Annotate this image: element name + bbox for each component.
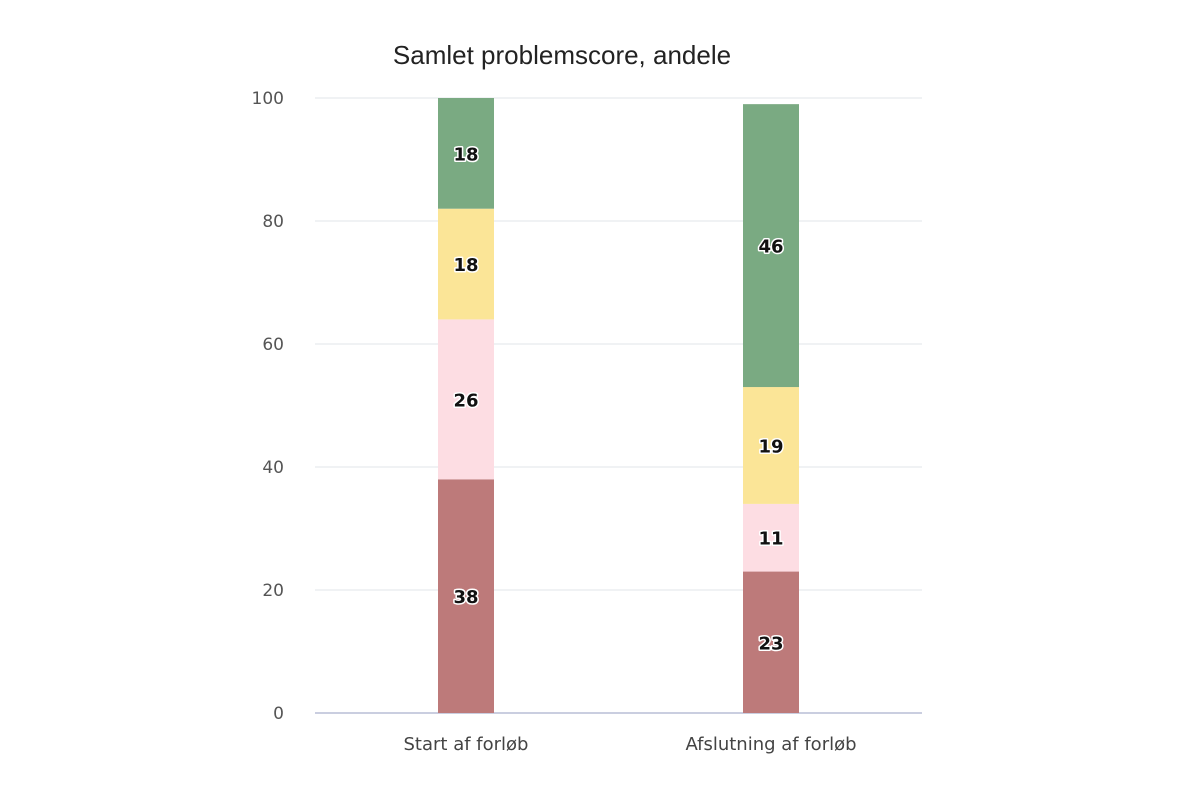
data-label: 11 <box>758 529 783 550</box>
bar-segment <box>743 387 799 504</box>
bar-segment <box>743 503 799 572</box>
y-tick-label: 20 <box>262 581 284 601</box>
data-label: 19 <box>758 436 783 457</box>
bar-segment <box>743 104 799 388</box>
bar-segment <box>438 319 494 480</box>
gridlines <box>315 97 922 714</box>
x-category-label: Afslutning af forløb <box>685 734 856 755</box>
bar-segment <box>438 208 494 320</box>
y-tick-label: 40 <box>262 458 284 478</box>
data-label: 26 <box>453 390 478 411</box>
data-label: 18 <box>453 144 478 165</box>
data-label: 18 <box>453 255 478 276</box>
y-tick-label: 60 <box>262 335 284 355</box>
y-tick-label: 80 <box>262 212 284 232</box>
bar-segment <box>438 98 494 209</box>
data-label: 46 <box>758 237 783 258</box>
y-tick-label: 0 <box>273 704 284 724</box>
bar-segment <box>743 571 799 713</box>
y-tick-label: 100 <box>252 89 284 109</box>
bars <box>438 98 799 713</box>
x-category-label: Start af forløb <box>404 734 529 755</box>
data-labels: 38 26 18 18 23 11 19 46 <box>452 143 785 656</box>
data-label: 23 <box>758 633 783 654</box>
data-label: 38 <box>453 587 478 608</box>
x-axis: Start af forløb Afslutning af forløb <box>404 734 857 755</box>
chart-title: Samlet problemscore, andele <box>393 40 731 70</box>
y-axis: 0 20 40 60 80 100 <box>252 89 284 724</box>
bar-segment <box>438 479 494 713</box>
